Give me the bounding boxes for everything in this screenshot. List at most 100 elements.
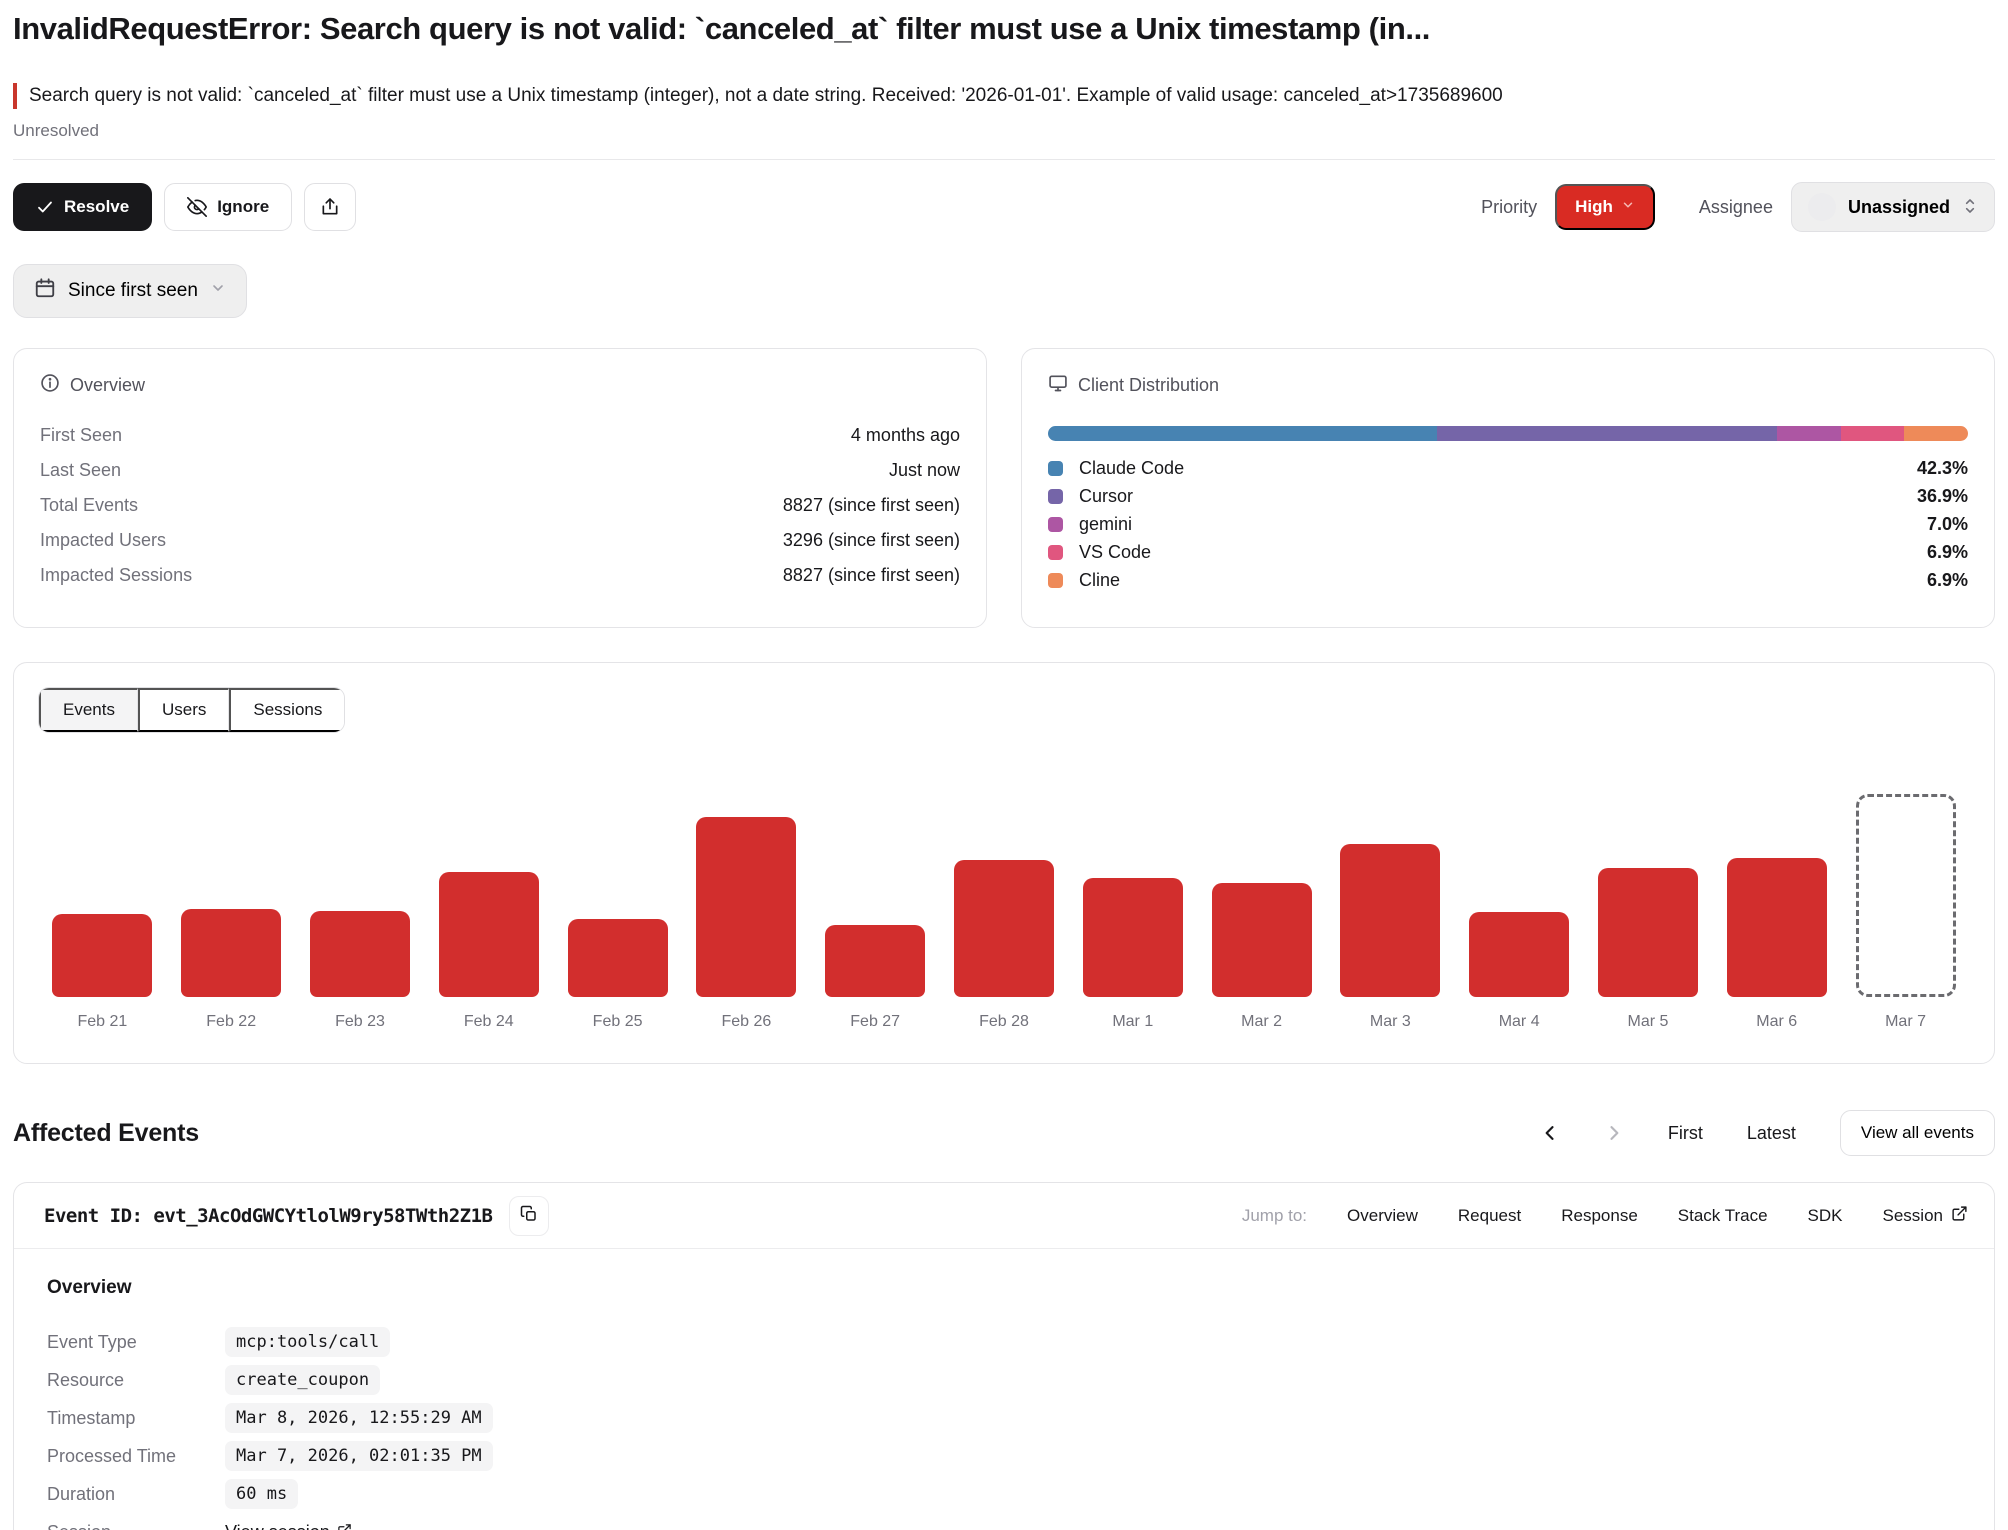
chart-x-tick-label: Feb 21 <box>77 1013 128 1031</box>
detail-value-chip: create_coupon <box>225 1365 381 1396</box>
jump-link-response[interactable]: Response <box>1561 1205 1638 1225</box>
distribution-segment <box>1048 426 1438 442</box>
tab-events[interactable]: Events <box>39 688 138 733</box>
jump-links: Overview Request Response Stack Trace SDK Ses… <box>1347 1205 1968 1227</box>
legend-client-name: Cursor <box>1079 486 1134 507</box>
legend-client-percent: 42.3% <box>1916 458 1968 479</box>
chart-bar-column: Mar 3 <box>1326 844 1455 1033</box>
legend-client-name: Cline <box>1079 570 1121 591</box>
chart-bar[interactable] <box>52 914 153 998</box>
chart-bar-column: Feb 24 <box>424 872 553 1033</box>
ignore-label: Ignore <box>217 197 270 217</box>
distribution-segment <box>1437 426 1777 442</box>
priority-label: Priority <box>1481 196 1538 217</box>
chart-bar[interactable] <box>825 925 926 998</box>
legend-swatch <box>1048 461 1063 477</box>
stat-value: 4 months ago <box>850 425 960 446</box>
chart-bar[interactable] <box>696 817 797 998</box>
legend-swatch <box>1048 517 1063 533</box>
jump-link-request[interactable]: Request <box>1457 1205 1522 1225</box>
chevron-right-icon[interactable] <box>1604 1123 1624 1143</box>
chevron-left-icon[interactable] <box>1540 1123 1560 1143</box>
chart-bar-column: Mar 7 <box>1841 794 1970 1033</box>
event-detail-card: Event ID: evt_3AcOdGWCYtlolW9ry58TWth2Z1… <box>13 1182 1995 1530</box>
jump-link-session[interactable]: Session <box>1883 1205 1968 1227</box>
events-pager: First Latest View all events <box>1540 1110 1995 1157</box>
client-distribution-stacked-bar <box>1048 426 1968 442</box>
jump-link-overview[interactable]: Overview <box>1347 1205 1418 1225</box>
avatar <box>1807 193 1836 222</box>
chevron-up-down-icon <box>1962 197 1978 218</box>
chart-x-tick-label: Feb 24 <box>463 1013 514 1031</box>
chart-x-tick-label: Mar 3 <box>1369 1013 1411 1031</box>
chart-bar[interactable] <box>1726 858 1827 998</box>
external-link-icon <box>337 1522 352 1530</box>
client-distribution-legend: Claude Code 42.3% Cursor 36.9% gemini 7.0% VS … <box>1048 459 1968 590</box>
chart-bar-column: Feb 23 <box>296 911 425 1033</box>
assignee-select[interactable]: Unassigned <box>1790 182 1995 233</box>
chart-bar[interactable] <box>309 911 410 998</box>
copy-event-id-button[interactable] <box>508 1195 549 1236</box>
chart-bar[interactable] <box>567 919 668 998</box>
event-card-header: Event ID: evt_3AcOdGWCYtlolW9ry58TWth2Z1… <box>14 1183 1994 1250</box>
tab-sessions[interactable]: Sessions <box>229 688 345 733</box>
overview-panel-header: Overview <box>40 373 960 398</box>
chart-bar[interactable] <box>1597 868 1698 998</box>
latest-page-link[interactable]: Latest <box>1746 1122 1796 1143</box>
jump-to-label: Jump to: <box>1241 1205 1308 1225</box>
first-page-link[interactable]: First <box>1667 1122 1703 1143</box>
time-range-dropdown[interactable]: Since first seen <box>13 264 247 319</box>
share-upload-icon <box>320 197 340 217</box>
overview-stat-row: First Seen 4 months ago <box>40 424 960 446</box>
view-session-link[interactable]: View session <box>225 1522 352 1530</box>
chart-x-tick-label: Mar 7 <box>1885 1013 1926 1031</box>
jump-link-sdk[interactable]: SDK <box>1807 1205 1843 1225</box>
chevron-down-icon <box>210 280 226 302</box>
chart-bar[interactable] <box>1340 844 1441 998</box>
distribution-segment <box>1904 426 1968 442</box>
detail-label: Resource <box>47 1369 125 1390</box>
chart-bar[interactable] <box>1082 878 1183 998</box>
chart-x-tick-label: Mar 5 <box>1627 1013 1669 1031</box>
chart-bar-column: Mar 2 <box>1197 883 1326 1033</box>
priority-dropdown[interactable]: High <box>1555 184 1655 231</box>
chart-bar[interactable] <box>438 872 539 998</box>
chart-bar[interactable] <box>1211 883 1312 998</box>
share-button[interactable] <box>304 183 357 232</box>
chart-bar-placeholder[interactable] <box>1855 794 1956 998</box>
chart-bar[interactable] <box>953 860 1054 998</box>
chart-bar-column: Feb 27 <box>811 925 940 1033</box>
affected-events-header: Affected Events First Latest View all ev… <box>13 1110 1995 1157</box>
chart-x-tick-label: Feb 27 <box>850 1013 901 1031</box>
resolve-button[interactable]: Resolve <box>13 183 153 232</box>
legend-item: Cline 6.9% <box>1048 571 1968 590</box>
chart-x-tick-label: Mar 1 <box>1112 1013 1154 1031</box>
chart-bar-column: Feb 25 <box>553 919 682 1033</box>
calendar-icon <box>34 277 56 305</box>
detail-label: Event Type <box>47 1331 137 1352</box>
distribution-segment <box>1776 426 1842 442</box>
chart-x-tick-label: Mar 2 <box>1241 1013 1283 1031</box>
stat-value: 8827 (since first seen) <box>782 495 960 516</box>
client-distribution-header: Client Distribution <box>1048 373 1968 398</box>
detail-label: Processed Time <box>47 1445 177 1466</box>
detail-label: Timestamp <box>47 1407 136 1428</box>
overview-stat-row: Last Seen Just now <box>40 459 960 481</box>
chart-bar-column: Feb 22 <box>167 909 296 1033</box>
event-detail-row: SessionView session <box>47 1513 1968 1530</box>
events-chart-card: Events Users Sessions Feb 21 Feb 22 Feb 23 Fe… <box>13 662 1995 1065</box>
view-all-events-button[interactable]: View all events <box>1839 1110 1995 1157</box>
ignore-button[interactable]: Ignore <box>164 183 293 232</box>
stat-value: Just now <box>888 460 960 481</box>
jump-link-stack-trace[interactable]: Stack Trace <box>1677 1205 1768 1225</box>
tab-users[interactable]: Users <box>137 688 230 733</box>
monitor-icon <box>1048 373 1068 398</box>
chart-x-tick-label: Feb 23 <box>335 1013 385 1031</box>
stat-label: Impacted Sessions <box>40 565 193 586</box>
legend-swatch <box>1048 489 1063 505</box>
chart-bar[interactable] <box>1469 912 1570 998</box>
overview-panel: Overview First Seen 4 months ago Last Seen… <box>13 348 987 629</box>
chart-bar[interactable] <box>181 909 282 998</box>
chart-x-tick-label: Feb 25 <box>592 1013 643 1031</box>
